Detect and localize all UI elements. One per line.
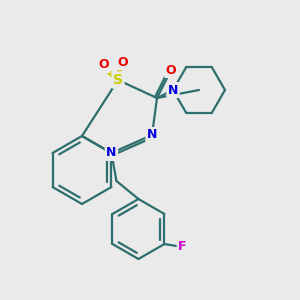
Text: F: F <box>178 241 187 254</box>
Text: N: N <box>168 83 178 97</box>
Text: N: N <box>147 128 157 142</box>
Text: N: N <box>106 146 117 160</box>
Text: O: O <box>118 56 128 68</box>
Text: O: O <box>166 64 176 76</box>
Text: S: S <box>113 73 123 87</box>
Text: O: O <box>99 58 109 71</box>
